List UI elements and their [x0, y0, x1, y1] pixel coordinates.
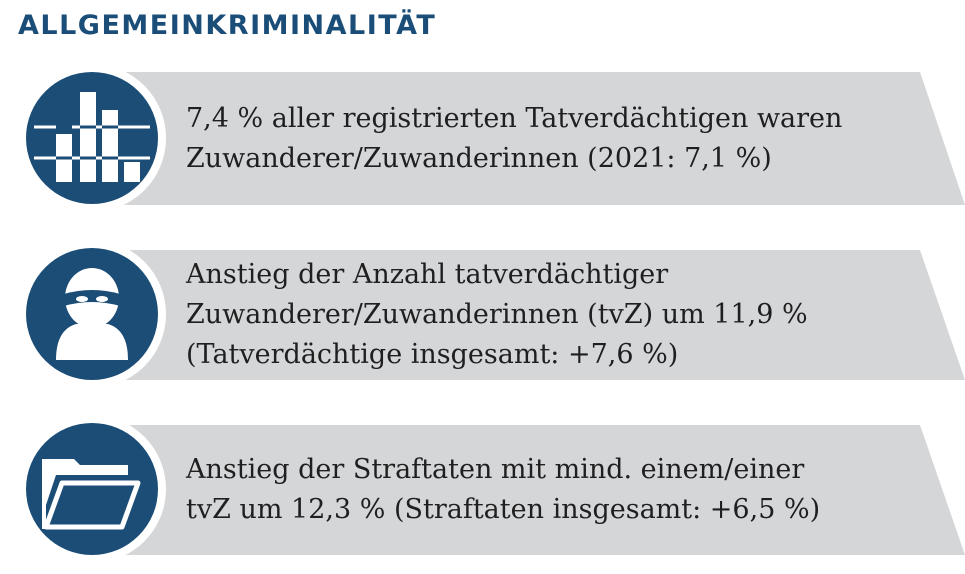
info-row-registered-suspects: 7,4 % aller registrierten Tatverdächtige…: [0, 64, 965, 212]
info-text-line: Zuwanderer/Zuwanderinnen (tvZ) um 11,9 %: [186, 299, 808, 330]
icon-badge: [18, 64, 166, 212]
info-text-line: Anstieg der Straftaten mit mind. einem/e…: [186, 454, 805, 485]
masked-person-icon: [56, 268, 128, 360]
icon-disc: [26, 423, 158, 555]
info-text: 7,4 % aller registrierten Tatverdächtige…: [186, 99, 905, 179]
info-text-line: Anstieg der Anzahl tatverdächtiger: [186, 259, 669, 290]
info-band: [80, 72, 965, 205]
icon-badge: [18, 415, 166, 563]
info-text-line: tvZ um 12,3 % (Straftaten insgesamt: +6,…: [186, 494, 821, 525]
info-row-offences: Anstieg der Straftaten mit mind. einem/e…: [0, 415, 965, 563]
icon-disc: [26, 72, 158, 204]
icon-badge: [18, 240, 166, 388]
folder-icon: [42, 459, 141, 530]
icon-disc: [26, 248, 158, 380]
info-text-line: Zuwanderer/Zuwanderinnen (2021: 7,1 %): [186, 143, 772, 174]
page-title: ALLGEMEINKRIMINALITÄT: [18, 10, 437, 41]
info-band: [80, 425, 965, 555]
info-band: [80, 250, 965, 380]
bar-chart-icon: [34, 92, 150, 182]
info-text-line: (Tatverdächtige insgesamt: +7,6 %): [186, 339, 679, 370]
info-text: Anstieg der Straftaten mit mind. einem/e…: [186, 450, 905, 530]
info-row-suspect-count: Anstieg der Anzahl tatverdächtiger Zuwan…: [0, 240, 965, 388]
info-text: Anstieg der Anzahl tatverdächtiger Zuwan…: [186, 255, 905, 375]
info-text-line: 7,4 % aller registrierten Tatverdächtige…: [186, 103, 843, 134]
